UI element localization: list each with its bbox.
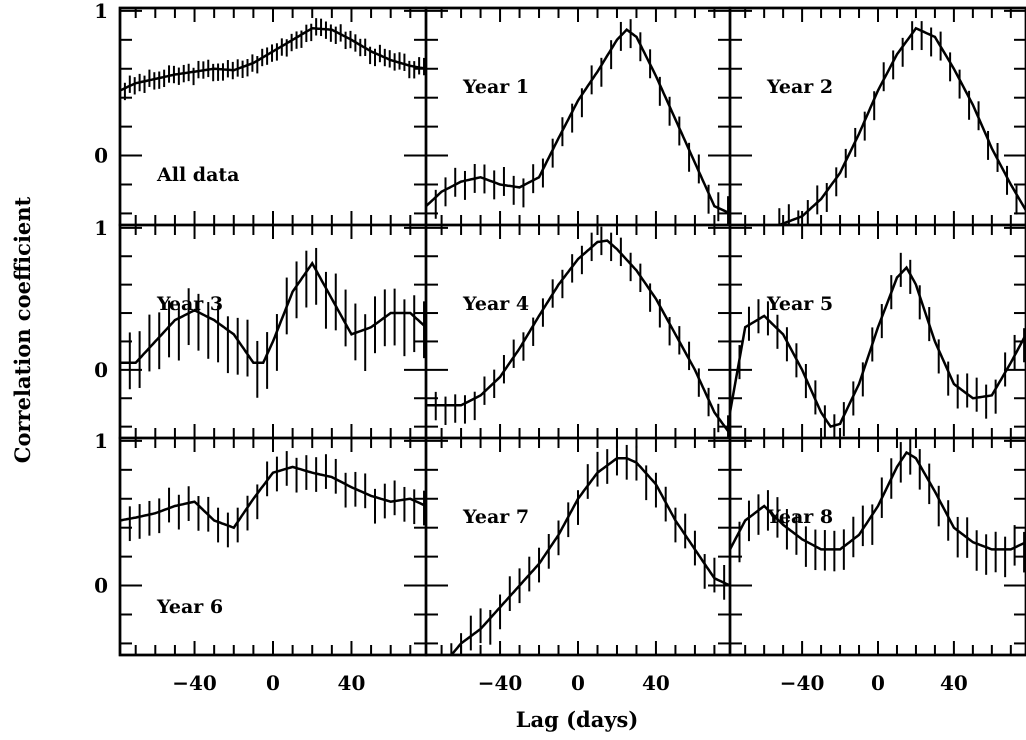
error-bars bbox=[120, 18, 426, 102]
error-bars bbox=[426, 19, 730, 225]
series-line bbox=[120, 465, 426, 530]
panel-label: Year 8 bbox=[766, 506, 833, 528]
panel-6: Year 5 bbox=[728, 223, 1026, 440]
panel-1: All data bbox=[118, 6, 428, 227]
y-tick-labels: 0 1 0 1 0 1 bbox=[94, 0, 108, 598]
x-axis-title: Lag (days) bbox=[516, 707, 639, 732]
panel-label: Year 7 bbox=[462, 506, 529, 528]
error-bars bbox=[778, 21, 1026, 225]
x-tick-labels: −40 0 40 −40 0 40 −40 0 40 bbox=[172, 671, 968, 695]
panel-frame bbox=[118, 6, 428, 227]
series-line bbox=[778, 26, 1026, 225]
panel-7: Year 6 bbox=[118, 436, 428, 657]
x-tick-label: 40 bbox=[642, 671, 670, 695]
panel-5: Year 4 bbox=[424, 223, 732, 440]
panel-label: Year 3 bbox=[156, 293, 223, 315]
series-line bbox=[120, 27, 426, 92]
y-axis-title: Correlation coefficient bbox=[10, 196, 35, 463]
x-tick-label: −40 bbox=[780, 671, 825, 695]
x-tick-label: 0 bbox=[266, 671, 280, 695]
y-tick-label: 0 bbox=[94, 358, 108, 382]
series-line bbox=[120, 260, 426, 364]
series-line bbox=[426, 239, 730, 435]
error-bars bbox=[450, 440, 726, 655]
x-tick-label: 0 bbox=[871, 671, 885, 695]
y-tick-label: 1 bbox=[94, 0, 108, 23]
y-tick-label: 0 bbox=[94, 144, 108, 168]
y-tick-label: 1 bbox=[94, 429, 108, 453]
series-line bbox=[426, 28, 730, 215]
x-tick-label: 40 bbox=[940, 671, 968, 695]
panel-frame bbox=[424, 6, 732, 227]
panel-frame bbox=[424, 223, 732, 440]
y-tick-label: 0 bbox=[94, 574, 108, 598]
error-bars bbox=[120, 247, 426, 403]
panel-label: All data bbox=[156, 164, 239, 186]
x-tick-label: 40 bbox=[338, 671, 366, 695]
panel-label: Year 1 bbox=[462, 76, 529, 98]
panel-label: Year 6 bbox=[156, 596, 223, 618]
panel-label: Year 5 bbox=[766, 293, 833, 315]
panel-frame bbox=[728, 6, 1026, 227]
x-tick-label: −40 bbox=[478, 671, 523, 695]
panel-4: Year 3 bbox=[118, 223, 428, 440]
series-line bbox=[730, 450, 1026, 551]
panel-frame bbox=[118, 436, 428, 657]
y-tick-label: 1 bbox=[94, 216, 108, 240]
panel-9: Year 8 bbox=[728, 436, 1026, 657]
error-bars bbox=[730, 252, 1026, 438]
panel-frame bbox=[728, 223, 1026, 440]
error-bars bbox=[730, 438, 1026, 578]
x-tick-label: −40 bbox=[172, 671, 217, 695]
panels-group: All data Year 1 Year 2 Year 3 Year 4 Year 5 Ye… bbox=[118, 6, 1026, 657]
panel-3: Year 2 bbox=[728, 6, 1026, 227]
x-tick-label: 0 bbox=[571, 671, 585, 695]
panel-8: Year 7 bbox=[424, 436, 732, 657]
series-line bbox=[450, 457, 730, 655]
panel-label: Year 4 bbox=[462, 293, 529, 315]
panel-label: Year 2 bbox=[766, 76, 833, 98]
panel-2: Year 1 bbox=[424, 6, 732, 227]
series-line bbox=[730, 265, 1026, 429]
